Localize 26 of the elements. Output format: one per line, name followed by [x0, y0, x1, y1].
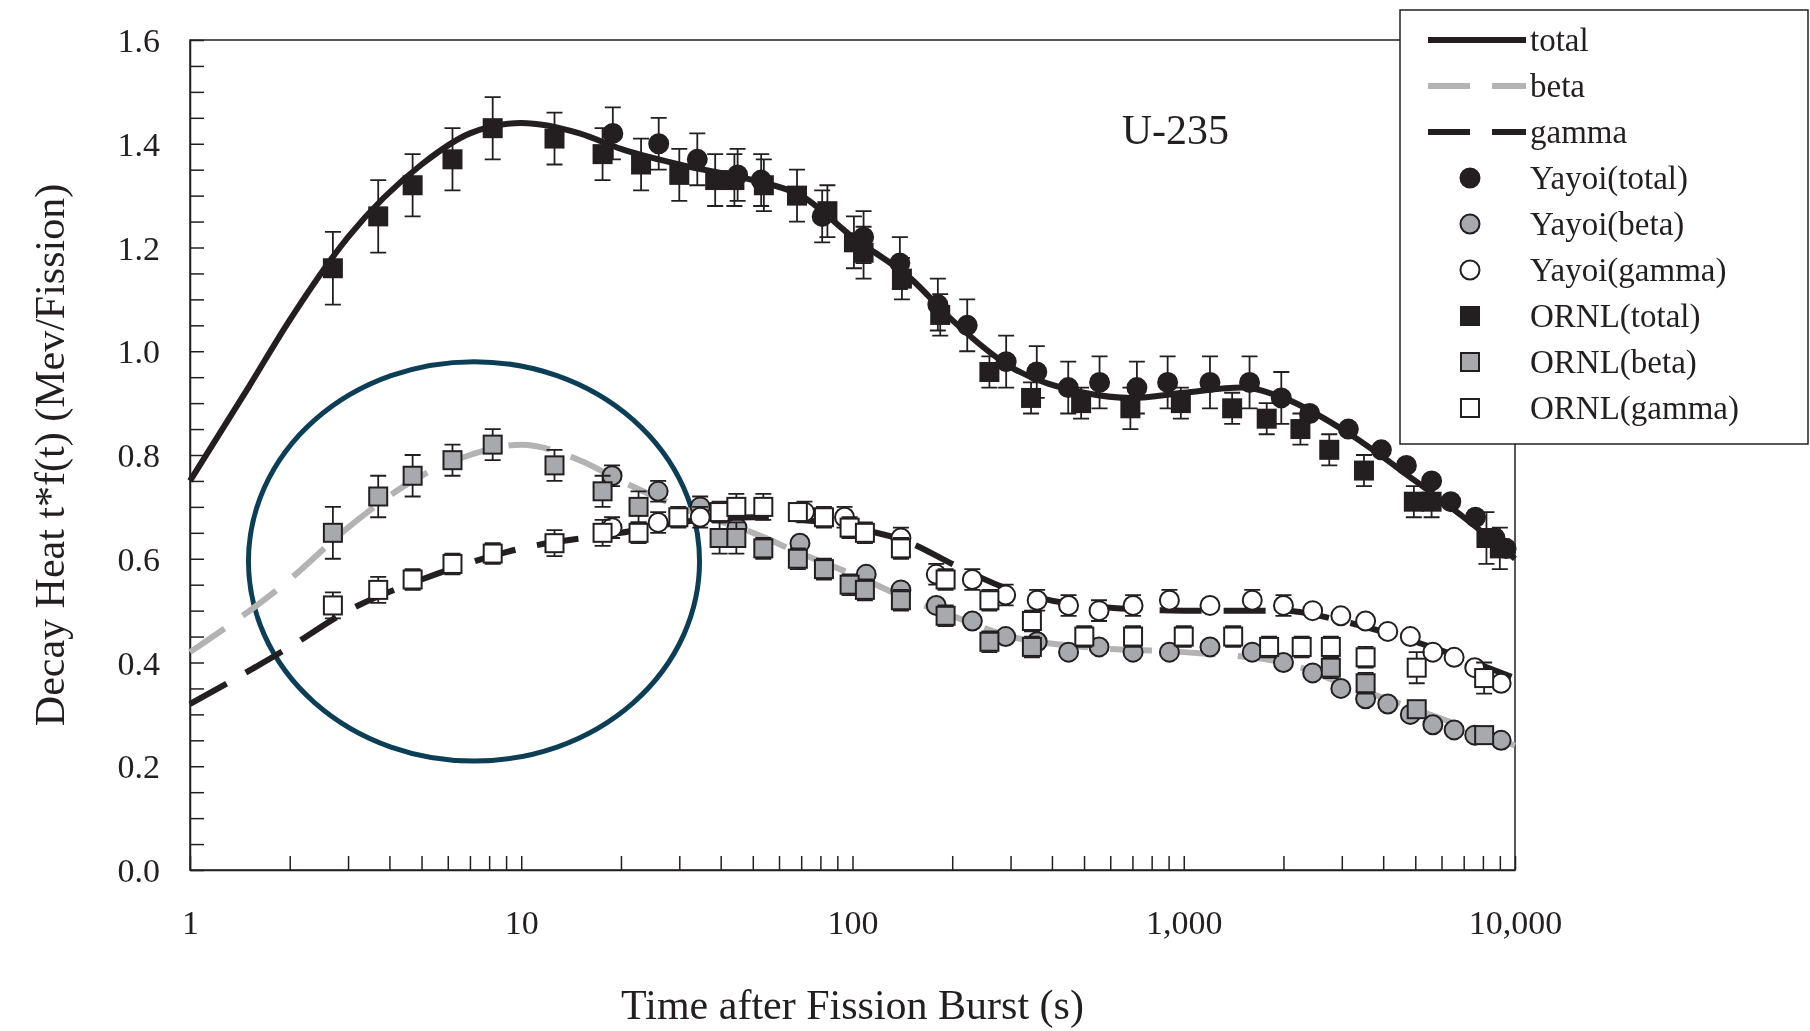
legend-label: Yayoi(beta) [1530, 206, 1685, 243]
legend-label: beta [1530, 68, 1586, 104]
y-tick-label: 0.6 [117, 540, 160, 578]
x-tick-label: 10 [504, 904, 539, 942]
x-tick-label: 10,000 [1468, 904, 1563, 942]
legend-label: ORNL(gamma) [1530, 390, 1739, 427]
y-tick-label: 1.4 [117, 125, 160, 163]
y-tick-label: 0.0 [117, 852, 160, 889]
y-tick-label: 0.4 [117, 644, 160, 682]
y-tick-label: 1.2 [117, 229, 160, 267]
x-tick-label: 1 [182, 904, 199, 942]
y-tick-label: 1.6 [117, 22, 160, 59]
x-axis-title: Time after Fission Burst (s) [621, 982, 1084, 1029]
y-axis-title: Decay Heat t*f(t) (Mev/Fission) [27, 183, 74, 727]
x-tick-label: 1,000 [1146, 904, 1223, 942]
legend-label: gamma [1530, 114, 1628, 150]
legend-label: Yayoi(gamma) [1530, 252, 1727, 289]
legend-label: ORNL(beta) [1530, 344, 1697, 381]
annotation: U-235 [1121, 106, 1230, 153]
legend-label: total [1530, 22, 1589, 58]
y-tick-label: 0.2 [117, 748, 160, 786]
legend-label: Yayoi(total) [1530, 160, 1688, 197]
x-tick-label: 100 [827, 904, 879, 942]
y-tick-label: 1.0 [117, 333, 160, 371]
y-tick-label: 0.8 [117, 437, 160, 474]
legend-label: ORNL(total) [1530, 298, 1701, 335]
